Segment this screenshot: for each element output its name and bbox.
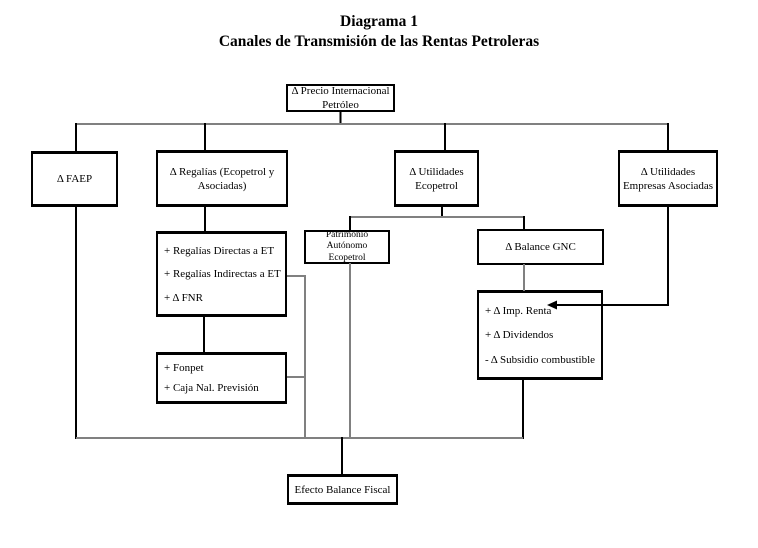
node-line: + Fonpet: [164, 362, 204, 374]
node-precio-internacional-petroleo: Δ Precio Internacional Petróleo: [286, 84, 395, 112]
node-line: Ecopetrol: [328, 252, 366, 263]
node-line: + Regalías Indirectas a ET: [164, 268, 281, 280]
node-line: Δ Utilidades: [409, 165, 464, 178]
node-faep: Δ FAEP: [31, 151, 118, 207]
diagram-title: Diagrama 1 Canales de Transmisión de las…: [0, 12, 758, 52]
node-balance-gnc-detalle: + Δ Imp. Renta + Δ Dividendos - Δ Subsid…: [477, 290, 603, 380]
node-balance-gnc: Δ Balance GNC: [477, 229, 604, 265]
node-line: Ecopetrol: [415, 179, 458, 192]
node-line: Patrimonio Autónomo: [325, 229, 369, 252]
node-line: + Regalías Directas a ET: [164, 244, 275, 257]
node-line: Δ Balance GNC: [505, 241, 576, 253]
node-line: Empresas Asociadas: [622, 179, 714, 192]
node-fonpet-caja-nal-prevision: + Fonpet + Caja Nal. Previsión: [156, 352, 287, 404]
node-line: Asociadas): [197, 179, 247, 192]
node-utilidades-ecopetrol: Δ Utilidades Ecopetrol: [394, 150, 479, 207]
node-regalias: Δ Regalías (Ecopetrol y Asociadas): [156, 150, 288, 207]
node-line: Δ Utilidades: [640, 165, 696, 178]
node-line: - Δ Subsidio combustible: [485, 353, 596, 366]
node-line: Efecto Balance Fiscal: [294, 483, 391, 496]
title-line2: Canales de Transmisión de las Rentas Pet…: [218, 33, 540, 50]
node-utilidades-empresas-asociadas: Δ Utilidades Empresas Asociadas: [618, 150, 718, 207]
node-line: + Caja Nal. Previsión: [164, 382, 259, 394]
node-line: + Δ Imp. Renta: [485, 304, 552, 317]
node-line: + Δ FNR: [164, 291, 203, 304]
node-patrimonio-autonomo-ecopetrol: Patrimonio Autónomo Ecopetrol: [304, 230, 390, 264]
node-line: Δ Precio Internacional: [291, 85, 390, 97]
node-efecto-balance-fiscal: Efecto Balance Fiscal: [287, 474, 398, 505]
node-line: Δ Regalías (Ecopetrol y: [169, 165, 275, 178]
title-line1: Diagrama 1: [340, 13, 418, 30]
node-regalias-detalle: + Regalías Directas a ET + Regalías Indi…: [156, 231, 287, 317]
node-line: Petróleo: [322, 99, 359, 111]
node-line: Δ FAEP: [56, 173, 93, 185]
node-line: + Δ Dividendos: [485, 329, 554, 341]
